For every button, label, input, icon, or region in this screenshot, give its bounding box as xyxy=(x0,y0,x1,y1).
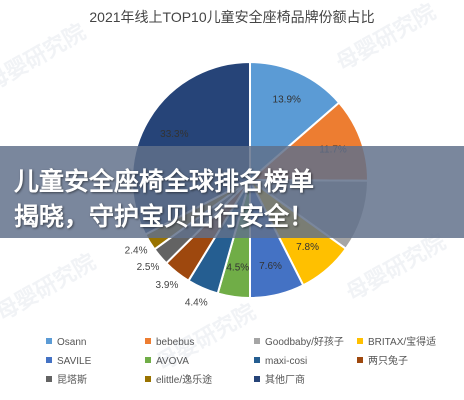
legend-label: AVOVA xyxy=(156,356,189,367)
chart-title: 2021年线上TOP10儿童安全座椅品牌份额占比 xyxy=(89,9,375,25)
legend-label: 昆塔斯 xyxy=(57,375,87,386)
legend-label: BRITAX/宝得适 xyxy=(368,337,437,348)
legend-label: elittle/逸乐途 xyxy=(156,375,213,386)
slice-value-label: 4.4% xyxy=(185,298,208,309)
slice-value-label: 7.6% xyxy=(259,261,282,272)
legend-item: SAVILE xyxy=(46,356,91,368)
legend-label: 两只兔子 xyxy=(368,356,408,367)
legend-swatch xyxy=(46,376,52,383)
slice-value-label: 13.9% xyxy=(273,94,301,105)
legend-item: elittle/逸乐途 xyxy=(145,375,212,387)
legend-swatch xyxy=(145,376,151,383)
slice-value-label: 3.9% xyxy=(156,280,179,291)
legend-swatch xyxy=(357,338,363,345)
headline-line-1: 儿童安全座椅全球排名榜单 xyxy=(14,167,315,196)
legend-item: 昆塔斯 xyxy=(46,375,87,387)
legend-item: bebebus xyxy=(145,337,194,349)
legend-item: BRITAX/宝得适 xyxy=(357,337,436,349)
legend-label: maxi-cosi xyxy=(265,356,308,367)
legend-swatch xyxy=(145,357,151,364)
legend-item: Osann xyxy=(46,337,86,349)
legend-label: Goodbaby/好孩子 xyxy=(265,337,344,348)
legend-item: maxi-cosi xyxy=(254,356,307,368)
legend-label: 其他厂商 xyxy=(265,375,305,386)
legend-label: SAVILE xyxy=(57,356,92,367)
slice-value-label: 33.3% xyxy=(160,129,188,140)
headline-line-2: 揭晓，守护宝贝出行安全！ xyxy=(14,202,315,231)
legend-item: 其他厂商 xyxy=(254,375,305,387)
legend-swatch xyxy=(46,357,52,364)
legend-swatch xyxy=(254,338,260,345)
slice-value-label: 2.4% xyxy=(125,246,148,257)
slice-value-label: 7.8% xyxy=(296,242,319,253)
legend-item: AVOVA xyxy=(145,356,189,368)
headline-banner: 儿童安全座椅全球排名榜单 揭晓，守护宝贝出行安全！ xyxy=(0,146,464,238)
legend-swatch xyxy=(254,376,260,383)
legend-swatch xyxy=(46,338,52,345)
legend-item: Goodbaby/好孩子 xyxy=(254,337,344,349)
legend-label: bebebus xyxy=(156,337,195,348)
legend-swatch xyxy=(357,357,363,364)
slice-value-label: 2.5% xyxy=(137,262,160,273)
legend-item: 两只兔子 xyxy=(357,356,408,368)
legend-swatch xyxy=(145,338,151,345)
legend-label: Osann xyxy=(57,337,87,348)
slice-value-label: 4.5% xyxy=(226,263,249,274)
legend-swatch xyxy=(254,357,260,364)
